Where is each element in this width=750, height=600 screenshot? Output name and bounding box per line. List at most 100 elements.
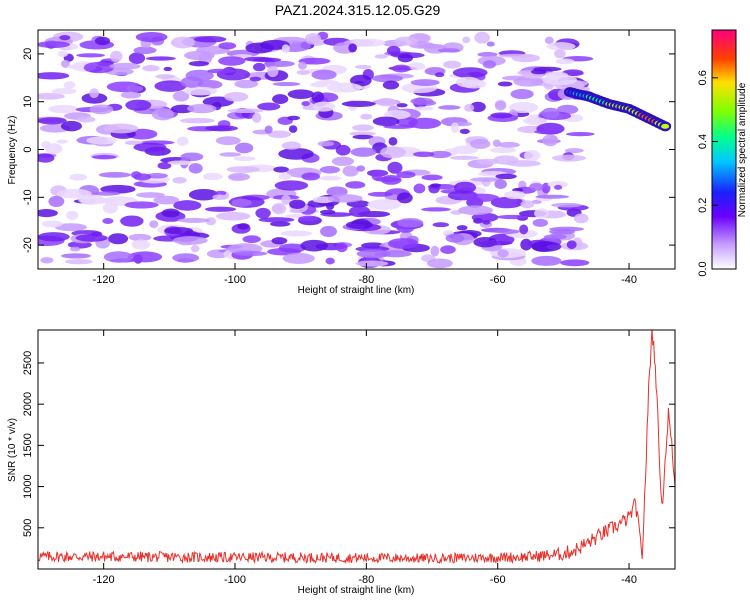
spectrogram-noise-blob <box>228 172 251 181</box>
colorbar-tick-label: 0.4 <box>697 134 709 149</box>
spectrogram-noise-blob <box>281 141 302 150</box>
spectrogram-noise-blob <box>335 144 351 156</box>
spectrogram-noise-blob <box>234 142 254 154</box>
spectrogram-noise-blob <box>108 233 129 245</box>
spectrogram-noise-blob <box>498 53 534 58</box>
spectrogram-noise-blob <box>566 240 577 250</box>
spectrogram-noise-blob <box>233 156 256 162</box>
spectrogram-noise-blob <box>490 196 524 209</box>
spectrogram-noise-blob <box>103 123 139 134</box>
spectrogram-noise-blob <box>445 233 465 243</box>
spectrogram-noise-blob <box>157 162 172 170</box>
spectrogram-noise-blob <box>494 179 507 190</box>
spectrogram-noise-blob <box>410 79 440 86</box>
spectrogram-noise-blob <box>495 173 517 180</box>
spectrogram-noise-blob <box>89 88 100 99</box>
spectrogram-noise-blob <box>317 140 335 147</box>
spectrogram-noise-blob <box>349 131 376 137</box>
spectrogram-noise-blob <box>60 120 82 132</box>
spectrogram-y-axis-label: Frequency (Hz) <box>7 116 18 185</box>
spectrogram-noise-blob <box>188 188 219 201</box>
spectrogram-noise-blob <box>367 199 402 210</box>
spectrogram-y-tick-label: 0 <box>22 146 34 152</box>
spectrogram-noise-blob <box>546 42 576 51</box>
spectrogram-noise-blob <box>459 128 470 134</box>
colorbar-tick-label: 0.2 <box>697 198 709 213</box>
spectrogram-noise-blob <box>497 249 509 258</box>
spectrogram-noise-blob <box>352 38 386 47</box>
spectrogram-noise-blob <box>172 90 190 102</box>
spectrogram-noise-blob <box>345 181 366 189</box>
spectrogram-noise-blob <box>434 72 445 78</box>
spectrogram-noise-blob <box>180 76 203 88</box>
spectrogram-noise-blob <box>214 190 227 196</box>
spectrogram-noise-blob <box>135 31 168 43</box>
spectrogram-noise-blob <box>187 103 217 114</box>
spectrogram-noise-blob <box>342 165 359 177</box>
spectrogram-noise-blob <box>452 145 479 155</box>
spectrogram-noise-blob <box>127 251 163 263</box>
spectrogram-noise-blob <box>267 130 292 139</box>
spectrogram-noise-blob <box>76 53 106 58</box>
spectrogram-noise-blob <box>207 68 236 74</box>
spectrogram-y-tick-label: -10 <box>22 189 34 205</box>
spectrogram-noise-blob <box>325 202 335 210</box>
spectrogram-noise-blob <box>387 238 419 249</box>
spectrogram-noise-blob <box>271 205 283 212</box>
spectrogram-noise-blob <box>535 194 570 199</box>
spectrogram-noise-blob <box>474 31 490 44</box>
spectrogram-noise-blob <box>356 249 391 259</box>
spectrogram-noise-blob <box>523 149 541 162</box>
spectrogram-x-tick-label: -60 <box>490 274 506 286</box>
spectrogram-noise-blob <box>271 237 288 245</box>
spectrogram-noise-blob <box>453 181 477 194</box>
spectrogram-noise-blob <box>38 72 70 80</box>
spectrogram-noise-blob <box>549 135 558 144</box>
spectrogram-noise-blob <box>145 56 176 61</box>
snr-plot: -120 -100 -80 -60 -40 500 1000 1500 2000 2500 Hei… <box>7 329 676 596</box>
spectrogram-noise-blob <box>273 166 289 173</box>
spectrogram-noise-blob <box>151 108 175 121</box>
spectrogram-noise-blob <box>57 50 69 58</box>
spectrogram-noise-blob <box>102 217 114 225</box>
spectrogram-noise-blob <box>274 180 309 191</box>
spectrogram-noise-blob <box>249 76 262 82</box>
spectrogram-noise-blob <box>486 41 495 47</box>
snr-line <box>38 330 675 565</box>
spectrogram-noise-blob <box>506 160 541 167</box>
spectrogram-noise-blob <box>188 60 210 67</box>
spectrogram-noise-blob <box>482 220 491 225</box>
spectrogram-noise-blob <box>530 69 547 75</box>
snr-x-tick-label: -80 <box>358 574 374 586</box>
spectrogram-noise-blob <box>81 92 108 104</box>
spectrogram-noise-blob <box>133 46 157 55</box>
spectrogram-noise-blob <box>38 232 70 242</box>
spectrogram-noise-blob <box>520 200 535 209</box>
spectrogram-noise-blob <box>227 108 264 114</box>
spectrogram-noise-blob <box>311 69 337 80</box>
spectrogram-noise-blob <box>350 74 372 87</box>
spectrogram-noise-blob <box>126 85 144 93</box>
spectrogram-noise-blob <box>219 152 242 157</box>
spectrogram-noise-blob <box>454 121 472 127</box>
spectrogram-noise-blob <box>519 224 529 235</box>
spectrogram-noise-blob <box>532 218 548 227</box>
spectrogram-y-tick-label: 10 <box>22 96 34 108</box>
spectrogram-noise-blob <box>397 218 424 228</box>
spectrogram-noise-blob <box>287 115 301 121</box>
spectrogram-noise-blob <box>124 201 159 209</box>
spectrogram-noise-blob <box>131 239 151 250</box>
spectrogram-noise-blob <box>414 106 434 111</box>
spectrogram-noise-blob <box>367 191 394 197</box>
spectrogram-noise-blob <box>382 80 400 90</box>
spectrogram-noise-blob <box>311 91 325 103</box>
spectrogram-noise-blob <box>470 177 503 182</box>
spectrogram-noise-blob <box>543 234 567 240</box>
spectrogram-noise-blob <box>360 113 373 120</box>
spectrogram-noise-blob <box>547 181 569 188</box>
snr-y-tick-label: 1000 <box>22 474 34 498</box>
spectrogram-noise-blob <box>376 97 397 107</box>
spectrogram-noise-blob <box>172 253 200 263</box>
spectrogram-noise-blob <box>149 220 159 228</box>
